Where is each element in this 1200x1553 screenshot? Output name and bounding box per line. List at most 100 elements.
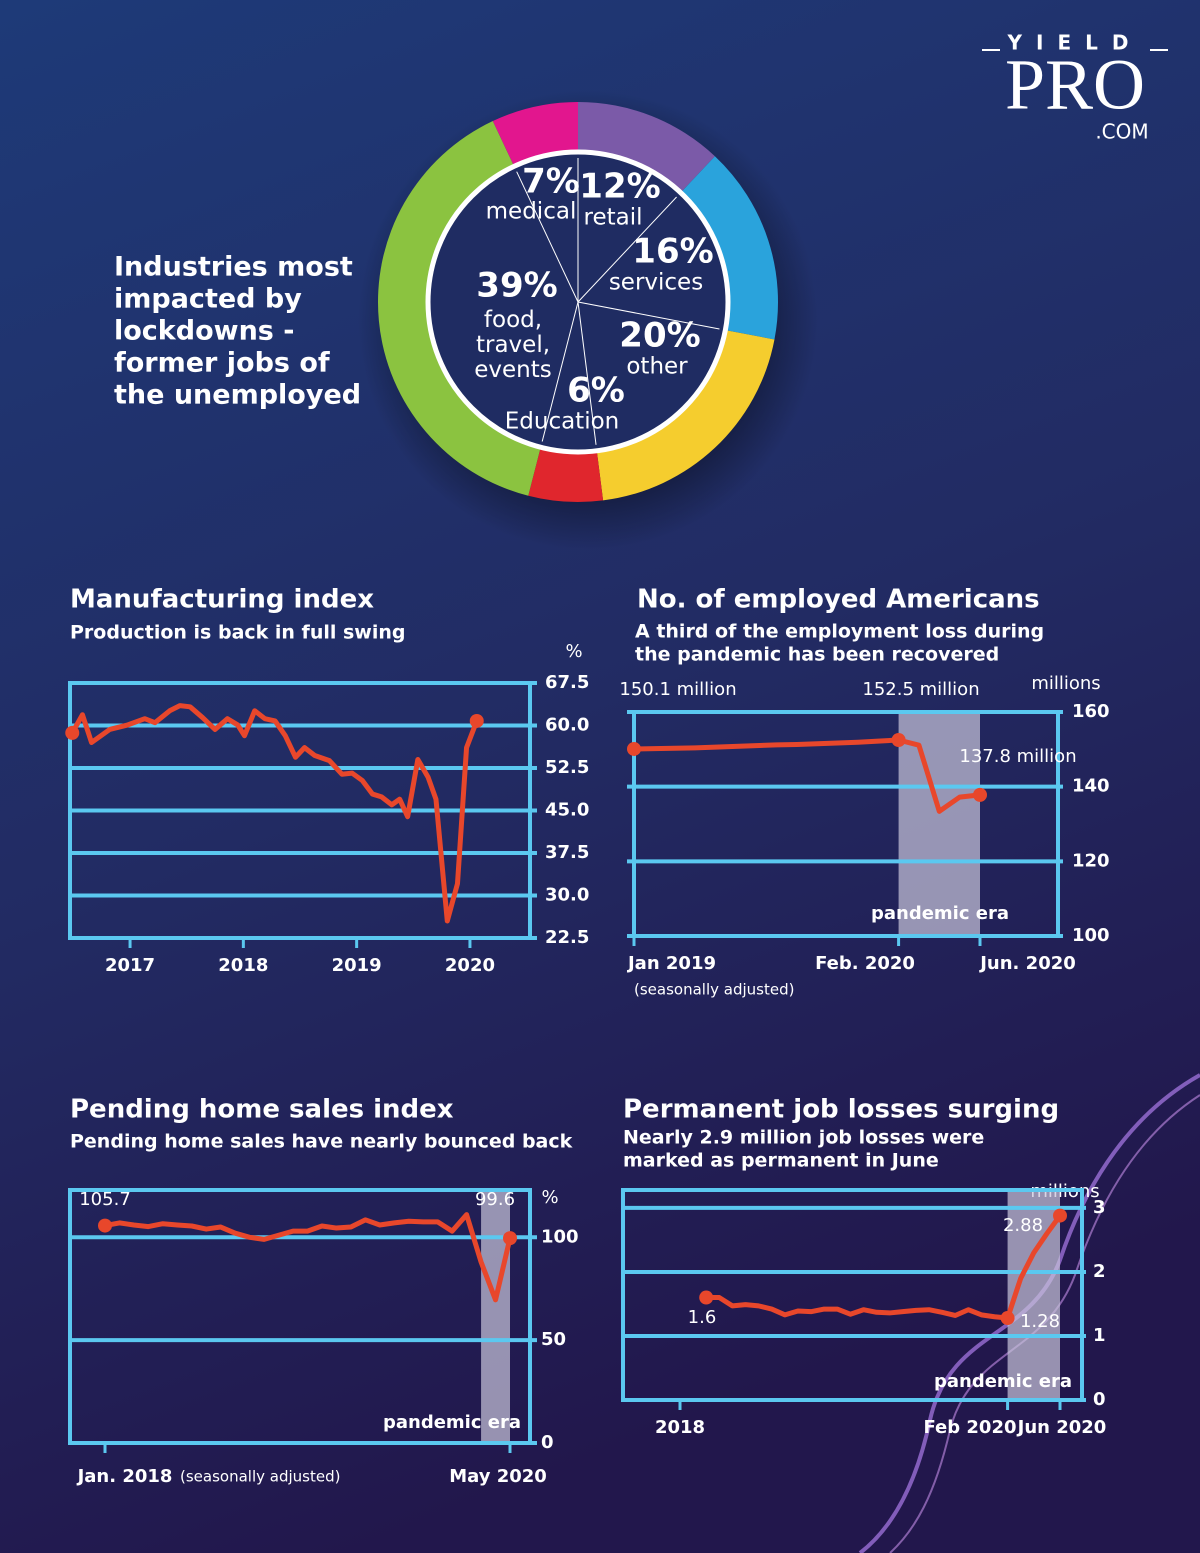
- chart-subtitle: Production is back in full swing: [70, 622, 406, 644]
- data-point: [627, 741, 641, 756]
- axis-note: (seasonally adjusted): [180, 1468, 340, 1486]
- pie-category-label: services: [609, 270, 703, 296]
- x-tick-label: 2017: [105, 955, 155, 976]
- pandemic-shade: [898, 712, 980, 936]
- pie-title: the unemployed: [114, 380, 361, 411]
- logo-sub: .COM: [1095, 120, 1148, 144]
- chart-subtitle: marked as permanent in June: [623, 1150, 939, 1172]
- x-tick-label: 2018: [218, 955, 268, 976]
- y-tick-label: 2: [1093, 1261, 1106, 1282]
- data-line: [70, 703, 480, 924]
- y-tick-label: 0: [1093, 1389, 1106, 1410]
- x-tick-label: May 2020: [449, 1466, 547, 1487]
- value-label: 2.88: [1003, 1215, 1043, 1236]
- data-line: [104, 1212, 513, 1303]
- y-tick-label: 0: [541, 1432, 554, 1453]
- y-tick-label: 100: [541, 1226, 579, 1247]
- y-tick-label: 30.0: [545, 885, 589, 906]
- pie-category-label: retail: [584, 205, 643, 231]
- data-point: [503, 1231, 517, 1246]
- x-tick-label: 2019: [332, 955, 382, 976]
- pie-category-label: Education: [505, 409, 620, 435]
- pie-category-line: events: [474, 357, 552, 383]
- logo-top: YIELD: [1007, 31, 1143, 55]
- pie-title: former jobs of: [114, 348, 330, 379]
- pie-title: Industries most: [114, 252, 353, 283]
- chart-title: Manufacturing index: [70, 585, 374, 615]
- value-label: 1.28: [1020, 1311, 1060, 1332]
- x-tick-label: Feb 2020: [923, 1417, 1016, 1438]
- y-tick-label: 45.0: [545, 800, 589, 821]
- value-label: 1.6: [688, 1307, 717, 1328]
- chart-subtitle: the pandemic has been recovered: [635, 644, 999, 666]
- data-point: [469, 713, 484, 728]
- x-tick-label: Jan 2019: [626, 953, 716, 974]
- data-line: [633, 737, 981, 814]
- x-tick-label: Jun 2020: [1016, 1417, 1107, 1438]
- pie-segment: [578, 102, 715, 193]
- y-tick-label: 100: [1072, 925, 1110, 946]
- x-tick-label: Jun. 2020: [978, 953, 1076, 974]
- pie-segment: [596, 330, 775, 501]
- y-tick-label: 1: [1093, 1325, 1106, 1346]
- y-tick-label: 52.5: [545, 757, 589, 778]
- value-label: 137.8 million: [959, 746, 1076, 767]
- pie-value-label: 16%: [632, 232, 713, 272]
- pie-value-label: 39%: [476, 266, 557, 306]
- pie-value-label: 7%: [522, 162, 580, 202]
- logo-main: PRO: [1005, 45, 1145, 125]
- chart-title: Permanent job losses surging: [623, 1095, 1059, 1125]
- chart-subtitle: Nearly 2.9 million job losses were: [623, 1127, 984, 1149]
- y-tick-label: 3: [1093, 1197, 1106, 1218]
- annotation: pandemic era: [871, 903, 1009, 924]
- pandemic-shade: [481, 1190, 510, 1443]
- pie-value-label: 6%: [567, 371, 625, 411]
- data-point: [1053, 1208, 1067, 1223]
- pie-segment: [377, 121, 541, 496]
- y-tick-label: 37.5: [545, 842, 589, 863]
- chart-title: No. of employed Americans: [637, 585, 1040, 615]
- pie-divider: [516, 171, 579, 303]
- y-tick-label: 160: [1072, 701, 1110, 722]
- pie-divider: [541, 301, 579, 442]
- pie-category-label: medical: [486, 199, 577, 225]
- y-tick-label: 60.0: [545, 715, 589, 736]
- y-tick-label: 140: [1072, 776, 1110, 797]
- data-point: [699, 1290, 714, 1305]
- pie-category-label: food, travel, events: [474, 307, 552, 383]
- value-label: 105.7: [79, 1189, 131, 1210]
- chart-subtitle: A third of the employment loss during: [635, 621, 1044, 643]
- chart-subtitle: Pending home sales have nearly bounced b…: [70, 1131, 573, 1153]
- y-tick-label: 120: [1072, 850, 1110, 871]
- x-tick-label: 2020: [445, 955, 495, 976]
- x-tick-label: 2018: [655, 1417, 705, 1438]
- data-point: [98, 1218, 112, 1233]
- pie-title: impacted by: [114, 284, 302, 315]
- pie-category-line: food,: [484, 307, 542, 333]
- data-point: [1000, 1311, 1015, 1326]
- value-label: 150.1 million: [619, 679, 736, 700]
- decor-curve: [858, 1073, 1200, 1553]
- y-tick-label: 50: [541, 1329, 566, 1350]
- pie-value-label: 12%: [579, 167, 660, 207]
- y-tick-label: 22.5: [545, 927, 589, 948]
- pie-value-label: 20%: [619, 316, 700, 356]
- pie-divider: [577, 301, 720, 330]
- x-tick-label: Feb. 2020: [815, 953, 915, 974]
- y-tick-label: 67.5: [545, 672, 589, 693]
- data-point: [973, 787, 987, 802]
- pie-segment: [680, 156, 779, 340]
- pie-category-line: travel,: [476, 332, 550, 358]
- data-point: [891, 733, 906, 747]
- value-label: 152.5 million: [862, 679, 979, 700]
- data-point: [65, 725, 80, 740]
- pie-segment: [492, 102, 578, 167]
- x-tick-label: Jan. 2018: [76, 1466, 173, 1487]
- chart-title: Pending home sales index: [70, 1095, 454, 1125]
- value-label: 99.6: [475, 1189, 515, 1210]
- pie-title: lockdowns -: [114, 316, 294, 347]
- y-axis-label: %: [565, 641, 582, 662]
- pie-category-label: other: [626, 354, 688, 380]
